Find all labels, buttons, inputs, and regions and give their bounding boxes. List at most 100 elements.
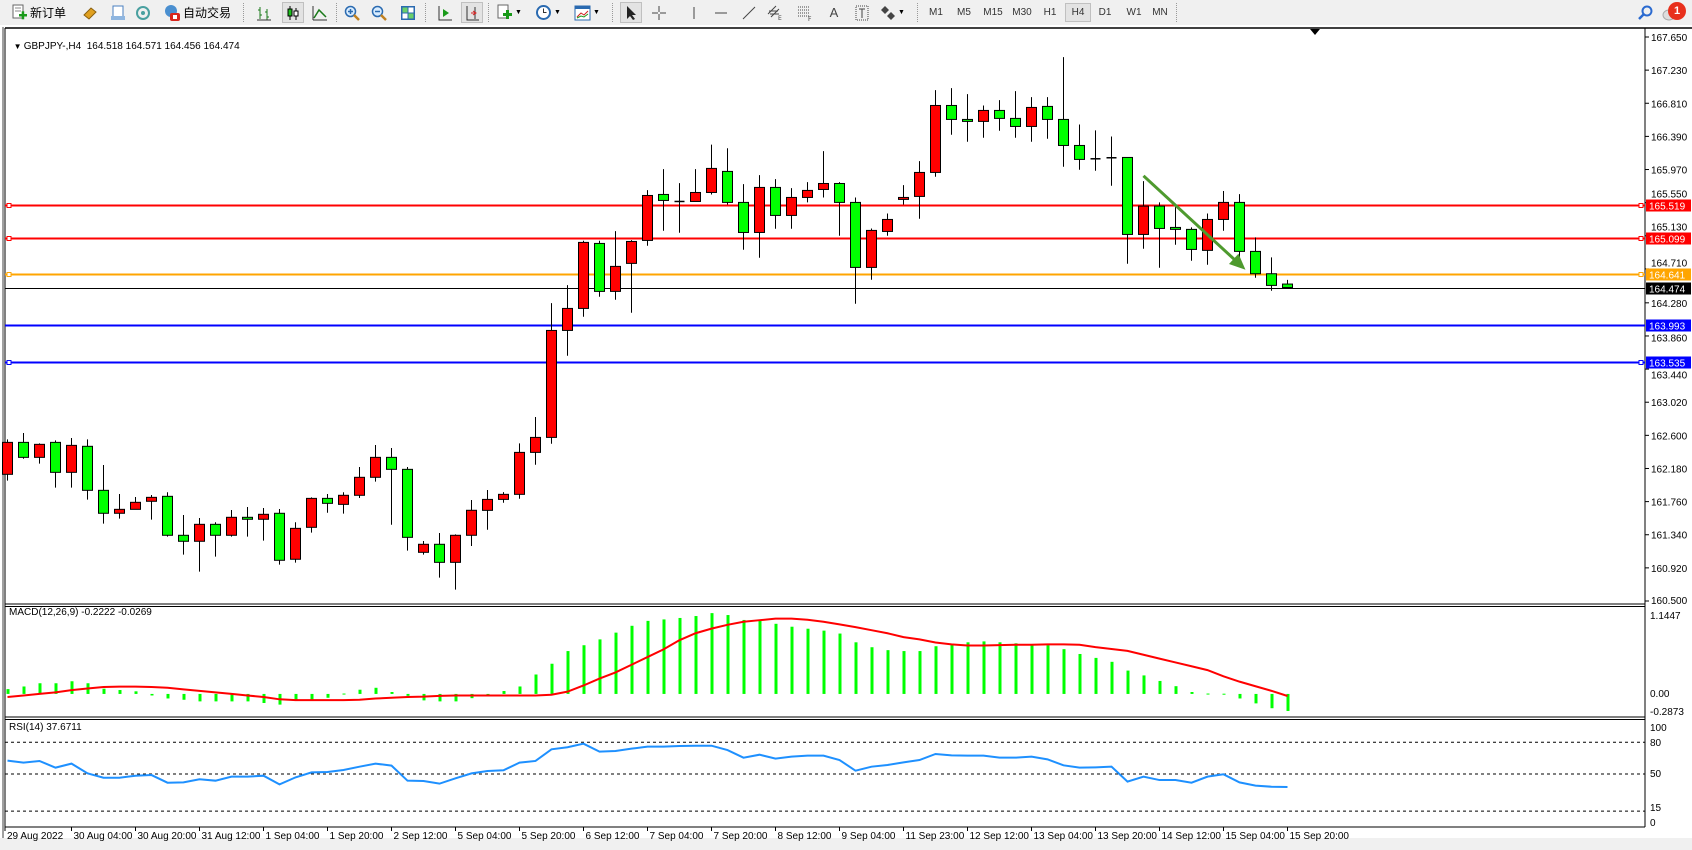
market-watch-button[interactable] [81, 2, 99, 23]
cursor-icon [627, 5, 636, 20]
ohlc-readout: 164.518 164.571 164.456 164.474 [86, 41, 240, 52]
new-order-button[interactable]: 新订单 [12, 2, 66, 23]
price-tick-label: 162.600 [1651, 431, 1688, 442]
crosshair-tool[interactable] [650, 2, 668, 23]
candle [178, 515, 189, 555]
price-badge [1646, 268, 1691, 281]
chevron-down-icon: ▼ [515, 9, 522, 16]
candle-body [498, 493, 509, 500]
macd-bar [982, 641, 986, 694]
trend-arrow-line [1142, 174, 1240, 265]
candle-body [994, 109, 1005, 119]
timeframe-m5[interactable]: M5 [957, 7, 971, 18]
candle-body [386, 456, 397, 470]
time-label: 15 Sep 04:00 [1226, 831, 1286, 842]
macd-bar [774, 623, 778, 694]
horizontal-line-tool[interactable] [712, 2, 730, 23]
timeframe-m15[interactable]: M15 [983, 7, 1003, 18]
timeframe-h4[interactable]: H4 [1065, 3, 1091, 22]
autotrading-icon [165, 4, 180, 21]
candlestick-button[interactable] [282, 2, 304, 23]
data-window-button[interactable] [109, 2, 127, 23]
timeframe-d1[interactable]: D1 [1098, 7, 1112, 18]
fibonacci-tool[interactable]: F [796, 2, 814, 23]
svg-text:E: E [778, 15, 782, 21]
time-label: 6 Sep 12:00 [586, 831, 640, 842]
trendline-tool[interactable] [740, 2, 758, 23]
templates-dropdown[interactable]: ▼ [574, 2, 600, 23]
macd-bar [38, 683, 42, 694]
chart-shift-button[interactable] [461, 2, 483, 23]
line-chart-button[interactable] [311, 2, 329, 23]
signals-button[interactable] [134, 2, 152, 23]
candle-body [866, 229, 877, 268]
timeframe-h1[interactable]: H1 [1043, 7, 1057, 18]
macd-bar [854, 642, 858, 694]
time-label: 9 Sep 04:00 [842, 831, 896, 842]
macd-bar [502, 691, 506, 694]
status-strip [0, 838, 1692, 850]
candle-body [898, 196, 909, 200]
candlestick-icon [287, 5, 299, 20]
time-label: 14 Sep 12:00 [1162, 831, 1222, 842]
price-tick-label: 161.340 [1651, 531, 1688, 542]
candle-body [706, 167, 717, 193]
text-label-tool[interactable] [854, 2, 870, 23]
candle-body [18, 441, 29, 458]
macd-bar [870, 647, 874, 694]
candle [962, 94, 973, 142]
auto-scroll-button[interactable] [436, 2, 454, 23]
candle [690, 169, 701, 202]
macd-bar [230, 693, 234, 702]
zoom-in-button[interactable] [343, 2, 361, 23]
vertical-line-tool[interactable] [686, 2, 702, 23]
tile-windows-button[interactable] [399, 2, 417, 23]
equidistant-channel-tool[interactable]: E [766, 2, 784, 23]
price-tick-label: 160.500 [1651, 596, 1688, 607]
search-button[interactable] [1636, 2, 1654, 23]
macd-bar [726, 615, 730, 694]
bar-chart-button[interactable] [255, 2, 273, 23]
equidistant-channel-icon: E [767, 5, 782, 21]
candle [594, 240, 605, 297]
macd-label: MACD(12,26,9) -0.2222 -0.0269 [9, 607, 152, 618]
macd-bar [1206, 693, 1210, 695]
candle-body [1218, 201, 1229, 220]
price-badge [1646, 356, 1691, 369]
text-label-icon [855, 5, 869, 20]
signals-icon [136, 5, 150, 20]
timeframe-m30[interactable]: M30 [1012, 7, 1032, 18]
arrows-dropdown[interactable]: ▼ [880, 2, 905, 23]
chart-window[interactable]: 167.650 167.230 166.810 166.390 165.970 165.5… [0, 25, 1692, 850]
timeframe-mn[interactable]: MN [1152, 7, 1168, 18]
candle [194, 518, 205, 572]
macd-bar [630, 625, 634, 694]
indicators-dropdown[interactable]: ▼ [497, 2, 522, 23]
candle [146, 494, 157, 520]
macd-bar [1286, 693, 1290, 711]
autotrading-button[interactable]: 自动交易 [163, 2, 231, 23]
line-anchor-handle [6, 236, 12, 241]
text-tool[interactable]: A [829, 5, 839, 20]
price-badge [1646, 232, 1691, 245]
candle [1154, 202, 1165, 268]
candle [386, 448, 397, 525]
candle [994, 100, 1005, 131]
candle-body [210, 523, 221, 536]
macd-bar [1142, 675, 1146, 694]
macd-bar [294, 693, 298, 700]
periods-dropdown[interactable]: ▼ [535, 2, 561, 23]
timeframe-m1[interactable]: M1 [929, 7, 943, 18]
vertical-line-icon [693, 6, 695, 19]
candle-body [946, 104, 957, 120]
macd-bar [262, 693, 266, 703]
zoom-out-button[interactable] [370, 2, 388, 23]
macd-bar [454, 693, 458, 702]
timeframe-w1[interactable]: W1 [1126, 7, 1142, 18]
time-label: 7 Sep 20:00 [714, 831, 768, 842]
candle [610, 231, 621, 300]
macd-bar [822, 630, 826, 694]
cursor-tool[interactable] [620, 2, 642, 23]
candle-body [194, 523, 205, 542]
line-anchor-handle [6, 203, 12, 208]
